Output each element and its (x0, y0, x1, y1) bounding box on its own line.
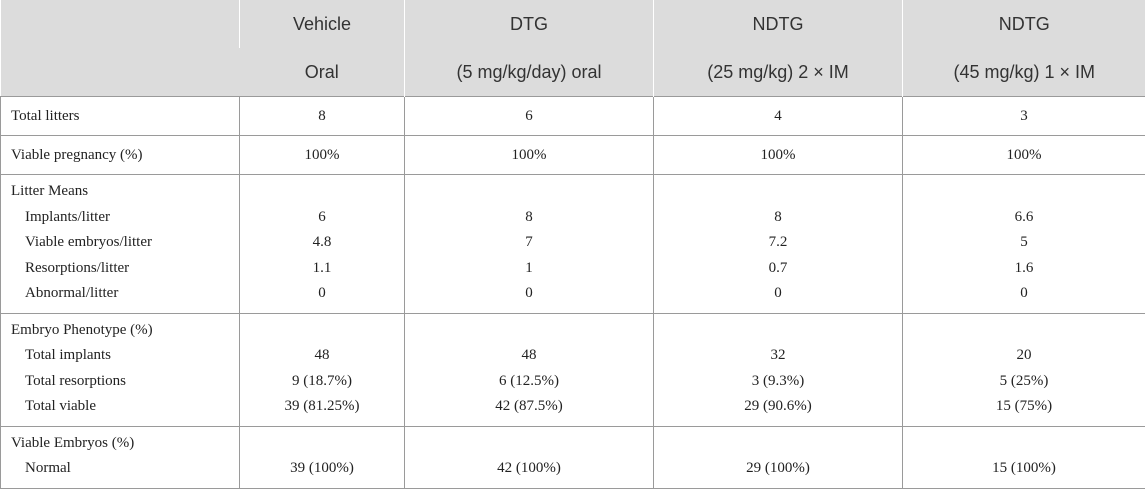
table-cell: 100% (902, 135, 1145, 175)
cell-value: 1 (525, 259, 533, 276)
header-dose-vehicle: Oral (239, 48, 405, 97)
table-cell: 32 3 (9.3%) 29 (90.6%) (653, 312, 903, 427)
table-row-total-litters: Total litters 8 6 4 3 (0, 96, 1145, 136)
table-cell: 3 (902, 96, 1145, 136)
sub-label: Normal (25, 460, 71, 476)
section-label: Litter Means (11, 183, 89, 199)
table-header: Vehicle DTG NDTG NDTG Oral (5 mg/kg/day)… (0, 0, 1145, 97)
table-cell: 8 7 1 0 (404, 174, 654, 314)
table-row-embryo-phenotype: Embryo Phenotype (%) Total implants Tota… (0, 312, 1145, 427)
header-vehicle: Vehicle (239, 0, 405, 48)
table-cell: 6 4.8 1.1 0 (239, 174, 405, 314)
cell-value: 8 (774, 208, 782, 225)
header-ndtg-25: NDTG (653, 0, 903, 48)
cell-value: 8 (318, 108, 326, 124)
cell-value: 0 (318, 285, 326, 301)
row-label-text: Viable pregnancy (%) (11, 147, 143, 163)
row-label-text: Total litters (11, 108, 80, 124)
table-cell: 100% (653, 135, 903, 175)
header-dose-dtg: (5 mg/kg/day) oral (404, 48, 654, 97)
row-label: Embryo Phenotype (%) Total implants Tota… (0, 312, 240, 427)
cell-value: 5 (1020, 234, 1028, 250)
sub-label: Total implants (25, 347, 112, 363)
cell-value: 4 (774, 108, 782, 124)
cell-value: 29 (100%) (746, 460, 810, 476)
cell-value: 0 (525, 285, 533, 301)
header-dose-ndtg-45: (45 mg/kg) 1 × IM (902, 48, 1145, 97)
cell-value: 100% (511, 147, 547, 163)
sub-label: Total viable (25, 398, 97, 414)
cell-value: 7.2 (768, 234, 788, 250)
cell-value: 3 (9.3%) (751, 372, 805, 389)
row-label: Litter Means Implants/litter Viable embr… (0, 174, 240, 314)
table-cell: 6.6 5 1.6 0 (902, 174, 1145, 314)
cell-value: 29 (90.6%) (744, 398, 812, 414)
header-dtg: DTG (404, 0, 654, 48)
table-cell: 39 (100%) (239, 425, 405, 489)
table-cell: 48 9 (18.7%) 39 (81.25%) (239, 312, 405, 427)
header-blank (0, 0, 240, 97)
table-cell: 20 5 (25%) 15 (75%) (902, 312, 1145, 427)
cell-value: 1.6 (1014, 259, 1034, 276)
cell-value: 32 (770, 347, 786, 363)
cell-value: 0.7 (768, 259, 788, 276)
cell-value: 15 (100%) (992, 460, 1056, 476)
sub-label: Abnormal/litter (25, 285, 119, 301)
sub-label: Viable embryos/litter (25, 234, 152, 250)
sub-label: Resorptions/litter (25, 259, 130, 276)
table-cell: 8 (239, 96, 405, 136)
table-row-viable-embryos: Viable Embryos (%) Normal 39 (100%) 42 (… (0, 425, 1145, 489)
table-cell: 15 (100%) (902, 425, 1145, 489)
cell-value: 6 (525, 108, 533, 124)
table-cell: 8 7.2 0.7 0 (653, 174, 903, 314)
cell-value: 8 (525, 208, 533, 225)
table-cell: 100% (404, 135, 654, 175)
cell-value: 5 (25%) (999, 372, 1049, 389)
row-label: Total litters (0, 96, 240, 136)
cell-value: 4.8 (312, 234, 332, 250)
cell-value: 39 (100%) (290, 460, 354, 476)
cell-value: 42 (100%) (497, 460, 561, 476)
table-cell: 100% (239, 135, 405, 175)
table-cell: 6 (404, 96, 654, 136)
table-row-litter-means: Litter Means Implants/litter Viable embr… (0, 174, 1145, 314)
table-cell: 42 (100%) (404, 425, 654, 489)
table-cell: 29 (100%) (653, 425, 903, 489)
sub-label: Total resorptions (25, 372, 127, 389)
section-label: Embryo Phenotype (%) (11, 321, 153, 338)
cell-value: 100% (304, 147, 340, 163)
header-dose-ndtg-25: (25 mg/kg) 2 × IM (653, 48, 903, 97)
cell-value: 48 (521, 347, 537, 363)
cell-value: 42 (87.5%) (495, 398, 563, 414)
cell-value: 1.1 (312, 259, 332, 276)
cell-value: 6 (12.5%) (499, 372, 559, 389)
section-label: Viable Embryos (%) (11, 434, 135, 451)
cell-value: 0 (774, 285, 782, 301)
table-body: Total litters 8 6 4 3 Viable pregnancy (… (0, 96, 1145, 489)
table-cell: 48 6 (12.5%) 42 (87.5%) (404, 312, 654, 427)
cell-value: 100% (1006, 147, 1042, 163)
sub-label: Implants/litter (25, 208, 110, 225)
cell-value: 7 (525, 234, 533, 250)
table-cell: 4 (653, 96, 903, 136)
header-row-groups: Vehicle DTG NDTG NDTG (0, 0, 1145, 97)
row-label: Viable Embryos (%) Normal (0, 425, 240, 489)
cell-value: 20 (1016, 347, 1032, 363)
cell-value: 48 (314, 347, 330, 363)
cell-value: 15 (75%) (995, 398, 1053, 414)
cell-value: 3 (1020, 108, 1028, 124)
cell-value: 6 (318, 208, 326, 225)
cell-value: 9 (18.7%) (292, 372, 352, 389)
table-row-viable-pregnancy: Viable pregnancy (%) 100% 100% 100% 100% (0, 135, 1145, 175)
header-row-dosing: Oral (5 mg/kg/day) oral (25 mg/kg) 2 × I… (1, 48, 1145, 97)
header-ndtg-45: NDTG (902, 0, 1145, 48)
row-label: Viable pregnancy (%) (0, 135, 240, 175)
cell-value: 6.6 (1014, 208, 1034, 225)
cell-value: 100% (760, 147, 796, 163)
cell-value: 39 (81.25%) (284, 398, 360, 414)
cell-value: 0 (1020, 285, 1028, 301)
